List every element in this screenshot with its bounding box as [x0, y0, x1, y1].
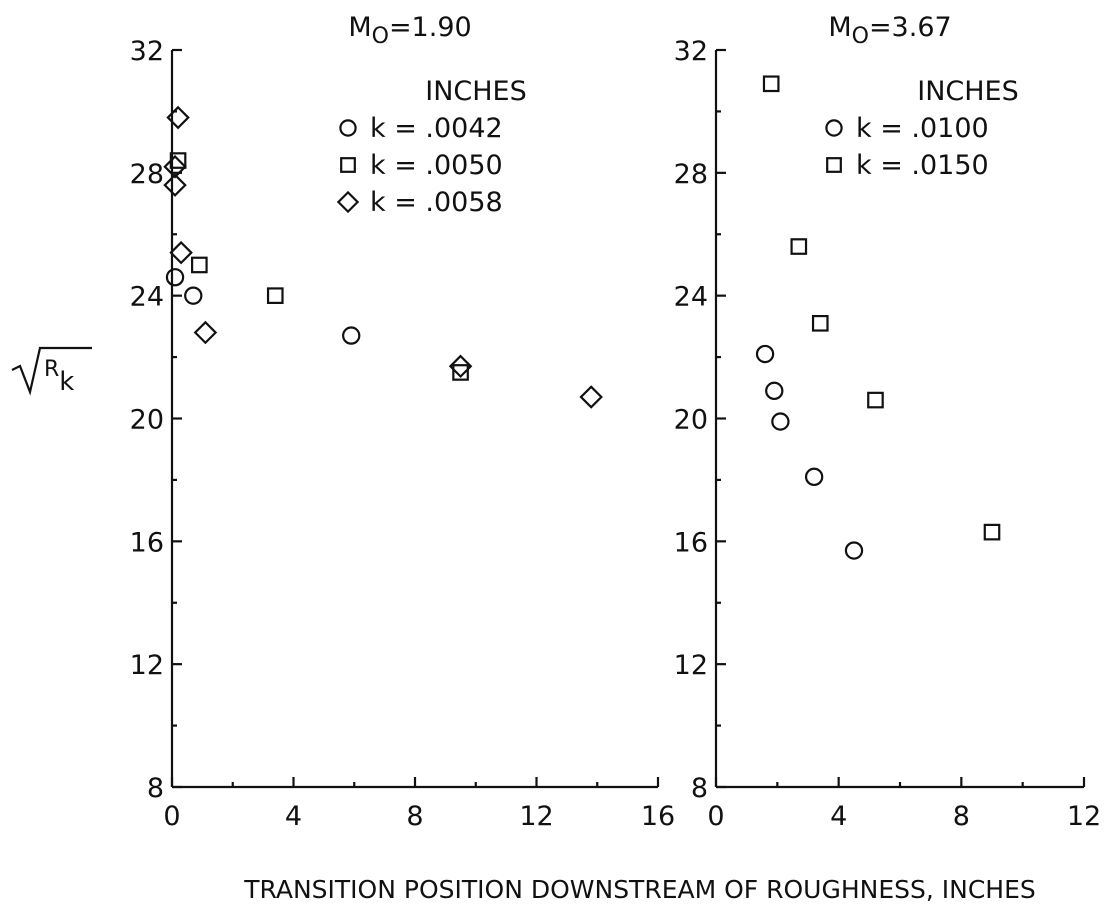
data-point-diamond-marker [195, 322, 215, 342]
data-point-circle-marker [772, 413, 788, 429]
y-tick-label: 12 [130, 650, 164, 681]
chart-title: MO=1.90 [348, 12, 471, 49]
data-point-diamond-marker [171, 242, 191, 262]
legend-entry-label: k = .0042 [370, 113, 503, 144]
data-point-square-marker [764, 77, 778, 91]
data-point-circle-marker [185, 288, 201, 304]
x-tick-label: 0 [163, 801, 180, 832]
y-tick-label: 24 [130, 282, 164, 313]
y-axis-label-text: Rk [44, 357, 74, 397]
x-tick-label: 0 [707, 801, 724, 832]
legend-entry-label: k = .0150 [856, 150, 989, 181]
legend-square-marker [827, 158, 841, 172]
y-tick-label: 28 [130, 159, 164, 190]
y-tick-label: 20 [674, 405, 708, 436]
legend-entry-label: k = .0100 [856, 113, 989, 144]
legend-diamond-marker [338, 192, 357, 211]
data-point-circle-marker [766, 383, 782, 399]
y-tick-label: 8 [691, 773, 708, 804]
chart-panel-left: 8 12 16 20 24 28 32 0 4 8 12 16 MO=1.90 INCHES k = .00… [130, 12, 676, 832]
y-tick-label: 12 [674, 650, 708, 681]
y-tick-label: 8 [147, 773, 164, 804]
legend-title: INCHES [425, 76, 527, 107]
legend-title: INCHES [917, 76, 1019, 107]
legend-circle-marker [826, 120, 841, 135]
legend-circle-marker [340, 120, 355, 135]
data-point-circle-marker [846, 542, 862, 558]
data-point-circle-marker [343, 328, 359, 344]
x-tick-label: 4 [285, 801, 302, 832]
data-point-square-marker [192, 258, 206, 272]
y-tick-label: 28 [674, 159, 708, 190]
y-tick-label: 16 [130, 527, 164, 558]
data-point-square-marker [985, 525, 999, 539]
data-point-square-marker [868, 393, 882, 407]
legend-entry-label: k = .0058 [370, 187, 503, 218]
data-point-square-marker [813, 316, 827, 330]
y-axis-label: Rk [12, 348, 92, 397]
x-tick-label: 16 [641, 801, 675, 832]
y-tick-label: 32 [674, 36, 708, 67]
data-point-circle-marker [806, 469, 822, 485]
x-tick-label: 12 [1067, 801, 1101, 832]
y-tick-label: 20 [130, 405, 164, 436]
chart-panel-right: 8 12 16 20 24 28 32 0 4 8 12 MO=3.67 INCHES k = .0100… [674, 12, 1102, 832]
x-tick-label: 8 [953, 801, 970, 832]
chart-title: MO=3.67 [828, 12, 951, 49]
x-tick-label: 12 [519, 801, 553, 832]
x-axis-label: TRANSITION POSITION DOWNSTREAM OF ROUGHN… [243, 875, 1036, 904]
data-point-square-marker [268, 288, 282, 302]
x-tick-label: 8 [406, 801, 423, 832]
y-tick-label: 24 [674, 282, 708, 313]
y-tick-label: 32 [130, 36, 164, 67]
data-point-diamond-marker [581, 387, 601, 407]
legend-entry-label: k = .0050 [370, 150, 503, 181]
data-point-square-marker [792, 239, 806, 253]
legend-square-marker [341, 158, 355, 172]
y-tick-label: 16 [674, 527, 708, 558]
data-point-circle-marker [757, 346, 773, 362]
data-point-circle-marker [167, 269, 183, 285]
x-tick-label: 4 [830, 801, 847, 832]
